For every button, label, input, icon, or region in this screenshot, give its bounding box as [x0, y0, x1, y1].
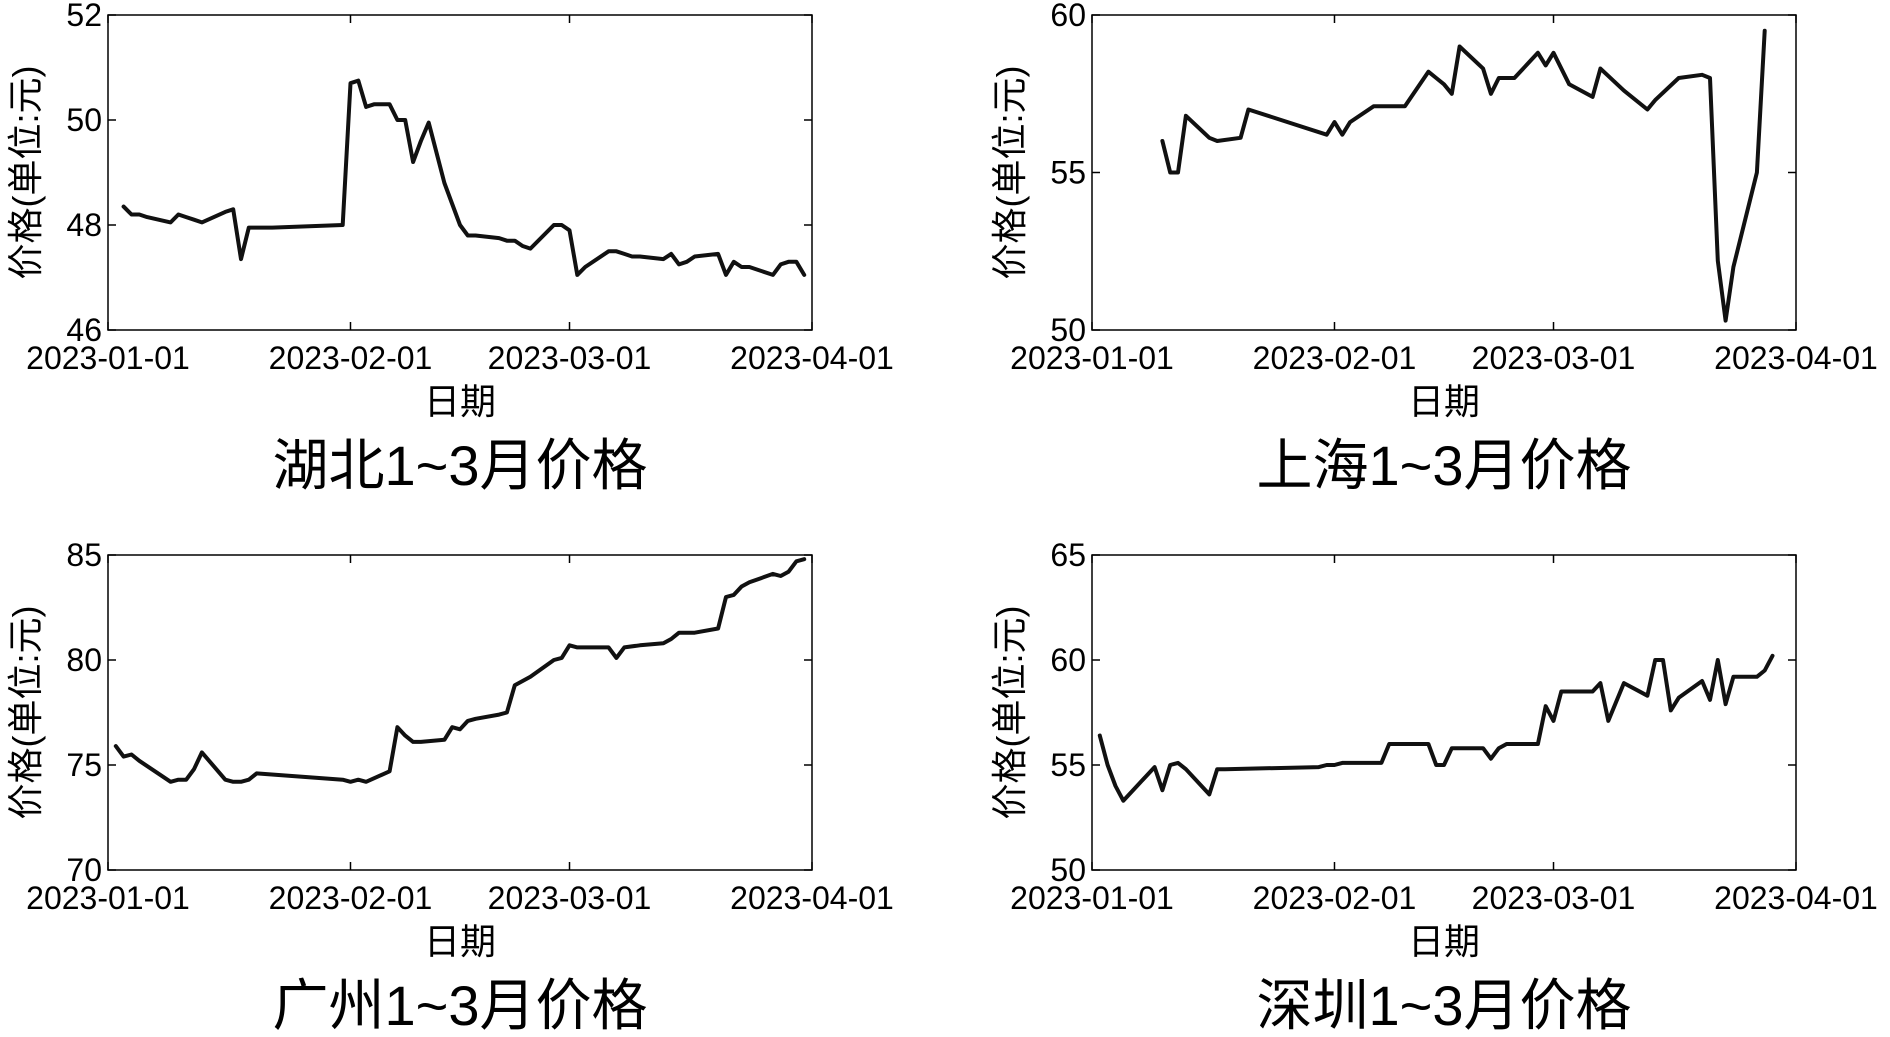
x-tick-label: 2023-02-01 [269, 880, 433, 916]
x-tick-label: 2023-04-01 [730, 340, 894, 376]
y-tick-label: 55 [1050, 747, 1086, 783]
y-tick-label: 60 [1050, 0, 1086, 33]
y-tick-label: 60 [1050, 642, 1086, 678]
chart-title: 深圳1~3月价格 [1257, 974, 1632, 1037]
x-tick-label: 2023-04-01 [1714, 880, 1878, 916]
y-tick-label: 65 [1050, 537, 1086, 573]
y-tick-label: 75 [66, 747, 102, 783]
x-tick-label: 2023-03-01 [1472, 880, 1636, 916]
plot-frame [107, 554, 813, 871]
plot-frame [107, 14, 813, 331]
plot-frame [1091, 554, 1797, 871]
chart-title: 上海1~3月价格 [1257, 434, 1632, 497]
x-axis-label: 日期 [424, 381, 496, 422]
price-series-line [121, 78, 807, 277]
y-tick-label: 52 [66, 0, 102, 33]
x-tick-label: 2023-02-01 [1253, 340, 1417, 376]
x-axis-label: 日期 [1408, 921, 1480, 962]
x-tick-label: 2023-02-01 [269, 340, 433, 376]
y-tick-label: 85 [66, 537, 102, 573]
y-axis-label: 价格(单位:元) [5, 606, 46, 820]
price-series-line [113, 557, 807, 784]
chart-panel-3: 70 75 80 85 2023-01-01 2023-02-01 2023-03-01 20… [5, 537, 894, 1037]
x-tick-label: 2023-01-01 [26, 880, 190, 916]
x-tick-label: 2023-01-01 [26, 340, 190, 376]
chart-title: 广州1~3月价格 [273, 974, 648, 1037]
x-tick-label: 2023-04-01 [730, 880, 894, 916]
price-series-line [1097, 653, 1775, 803]
x-tick-label: 2023-03-01 [488, 340, 652, 376]
y-tick-label: 50 [66, 102, 102, 138]
x-tick-label: 2023-02-01 [1253, 880, 1417, 916]
y-axis-label: 价格(单位:元) [989, 66, 1030, 280]
y-tick-label: 50 [1050, 852, 1086, 888]
chart-panel-4: 50 55 60 65 2023-01-01 2023-02-01 2023-03-01 20… [989, 537, 1878, 1037]
plot-frame [1091, 14, 1797, 331]
y-tick-label: 48 [66, 207, 102, 243]
y-tick-label: 80 [66, 642, 102, 678]
y-tick-label: 55 [1050, 155, 1086, 191]
x-tick-label: 2023-03-01 [488, 880, 652, 916]
chart-panel-1: 46 48 50 52 2023-01-01 2023-02-01 2023-03-01 20… [5, 0, 894, 497]
chart-title: 湖北1~3月价格 [273, 434, 648, 497]
x-tick-label: 2023-01-01 [1010, 340, 1174, 376]
x-tick-label: 2023-01-01 [1010, 880, 1174, 916]
x-tick-label: 2023-04-01 [1714, 340, 1878, 376]
y-tick-label: 50 [1050, 312, 1086, 348]
y-axis-label: 价格(单位:元) [5, 66, 46, 280]
y-tick-label: 70 [66, 852, 102, 888]
x-axis-label: 日期 [424, 921, 496, 962]
chart-panel-2: 50 55 60 2023-01-01 2023-02-01 2023-03-01 2023… [989, 0, 1878, 497]
x-axis-label: 日期 [1408, 381, 1480, 422]
y-tick-label: 46 [66, 312, 102, 348]
y-axis-label: 价格(单位:元) [989, 606, 1030, 820]
x-tick-label: 2023-03-01 [1472, 340, 1636, 376]
price-series-line [1160, 28, 1767, 323]
